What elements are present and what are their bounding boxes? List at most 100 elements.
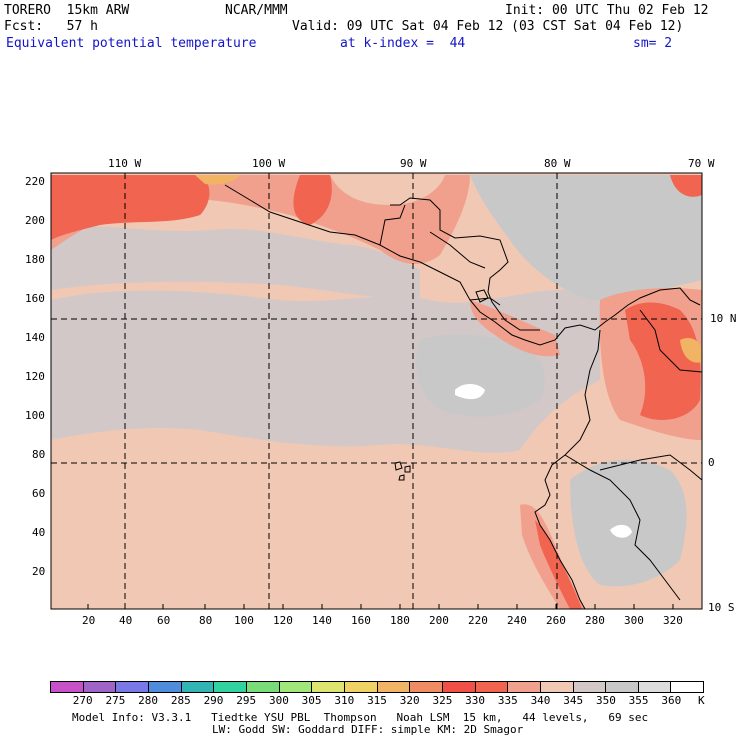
lon-label-90w: 90 W bbox=[400, 157, 427, 170]
y-tick: 60 bbox=[32, 487, 46, 500]
x-tick: 200 bbox=[429, 614, 449, 627]
border-nicaragua-costarica bbox=[469, 297, 501, 306]
colorbar-swatch bbox=[442, 682, 476, 692]
colorbar-swatch bbox=[377, 682, 411, 692]
colorbar-label: 340 bbox=[530, 694, 551, 707]
colorbar-swatch bbox=[83, 682, 117, 692]
y-tick: 160 bbox=[25, 292, 45, 305]
colorbar-swatch bbox=[312, 682, 345, 692]
y-tick: 40 bbox=[32, 526, 46, 539]
forecast-hour: Fcst: 57 h bbox=[4, 19, 98, 34]
colorbar-unit: K bbox=[698, 694, 705, 707]
y-tick: 80 bbox=[32, 448, 46, 461]
coastline-mexico-central-america bbox=[224, 184, 701, 346]
colorbar-label: 315 bbox=[367, 694, 387, 707]
x-tick: 100 bbox=[234, 614, 254, 627]
colorbar-label: 305 bbox=[301, 694, 322, 707]
x-tick: 240 bbox=[507, 614, 527, 627]
colorbar-swatch bbox=[181, 682, 215, 692]
lon-label-80w: 80 W bbox=[544, 157, 571, 170]
colorbar-swatch bbox=[671, 682, 704, 692]
colorbar-label: 310 bbox=[334, 694, 355, 707]
coastline-central-america-north bbox=[390, 197, 540, 331]
coastlines bbox=[224, 184, 702, 609]
lat-label-10s: 10 S bbox=[708, 601, 735, 614]
x-tick: 260 bbox=[546, 614, 566, 627]
x-tick: 20 bbox=[82, 614, 96, 627]
y-tick: 20 bbox=[32, 565, 46, 578]
field-red-caribbean-ne bbox=[670, 175, 702, 197]
x-tick: 280 bbox=[585, 614, 605, 627]
field-red-mexico bbox=[293, 175, 332, 225]
field-red-peru bbox=[535, 520, 582, 609]
x-tick: 160 bbox=[351, 614, 371, 627]
physics-info: LW: Godd SW: Goddard DIFF: simple KM: 2D… bbox=[212, 723, 524, 736]
lon-label-100w: 100 W bbox=[252, 157, 286, 170]
galapagos-islands bbox=[394, 461, 411, 481]
colorbar-label: 320 bbox=[399, 694, 420, 707]
field-white-pacific bbox=[455, 384, 485, 400]
x-tick: 120 bbox=[273, 614, 293, 627]
colorbar-label: 275 bbox=[105, 694, 126, 707]
y-tick: 100 bbox=[25, 409, 45, 422]
field-red-colombia bbox=[625, 302, 701, 420]
field-orange-colombia bbox=[680, 338, 702, 363]
lon-label-110w: 110 W bbox=[108, 157, 142, 170]
y-tick: 120 bbox=[25, 370, 45, 383]
lake-nicaragua bbox=[475, 289, 489, 303]
y-tick: 220 bbox=[25, 175, 45, 188]
model-info: Model Info: V3.3.1 Tiedtke YSU PBL Thomp… bbox=[72, 711, 649, 724]
border-colombia-venezuela bbox=[639, 309, 702, 373]
colorbar bbox=[50, 681, 704, 693]
colorbar-swatch bbox=[279, 682, 313, 692]
x-tick: 60 bbox=[157, 614, 171, 627]
field-lightgray-caribbean bbox=[470, 175, 702, 300]
model-title: TORERO 15km ARW bbox=[4, 3, 130, 18]
field-red-north bbox=[51, 175, 210, 240]
colorbar-swatch bbox=[51, 682, 84, 692]
shaded-field bbox=[51, 173, 702, 609]
tick-marks bbox=[87, 604, 674, 609]
y-tick: 180 bbox=[25, 253, 45, 266]
colorbar-label: 360 bbox=[661, 694, 682, 707]
border-colombia-ecuador bbox=[564, 454, 681, 601]
field-salmon-isthmus bbox=[470, 300, 560, 357]
graticule bbox=[51, 173, 702, 609]
x-tick: 320 bbox=[663, 614, 683, 627]
colorbar-label: 350 bbox=[595, 694, 616, 707]
colorbar-swatch bbox=[508, 682, 541, 692]
x-tick: 300 bbox=[624, 614, 644, 627]
colorbar-label: 300 bbox=[268, 694, 289, 707]
colorbar-swatch bbox=[116, 682, 149, 692]
colorbar-label: 330 bbox=[465, 694, 486, 707]
colorbar-label: 335 bbox=[497, 694, 518, 707]
colorbar-swatch bbox=[540, 682, 574, 692]
field-white-amazon bbox=[610, 524, 632, 538]
field-gray-upper bbox=[51, 226, 420, 300]
y-tick: 200 bbox=[25, 214, 45, 227]
colorbar-swatch bbox=[475, 682, 509, 692]
colorbar-swatch bbox=[638, 682, 672, 692]
x-tick: 220 bbox=[468, 614, 488, 627]
coastline-south-america-west bbox=[534, 329, 601, 609]
colorbar-label: 325 bbox=[432, 694, 453, 707]
colorbar-swatch bbox=[214, 682, 247, 692]
colorbar-label: 280 bbox=[138, 694, 159, 707]
y-tick: 140 bbox=[25, 331, 45, 344]
colorbar-label: 270 bbox=[72, 694, 93, 707]
level-label: at k-index = 44 bbox=[340, 36, 466, 51]
colorbar-labels: 270 275 280 285 290 295 300 305 310 315 320 325 330 3… bbox=[50, 695, 710, 707]
x-tick: 180 bbox=[390, 614, 410, 627]
colorbar-label: 295 bbox=[236, 694, 257, 707]
border-honduras-nicaragua bbox=[429, 231, 486, 269]
valid-time: Valid: 09 UTC Sat 04 Feb 12 (03 CST Sat … bbox=[292, 19, 684, 34]
x-tick: 80 bbox=[199, 614, 213, 627]
lat-label-equator: 0 bbox=[708, 456, 715, 469]
field-name: Equivalent potential temperature bbox=[6, 36, 257, 51]
lat-label-10n: 10 N bbox=[710, 312, 737, 325]
colorbar-swatch bbox=[246, 682, 280, 692]
x-tick: 140 bbox=[312, 614, 332, 627]
colorbar-swatch bbox=[606, 682, 639, 692]
colorbar-label: 355 bbox=[628, 694, 649, 707]
